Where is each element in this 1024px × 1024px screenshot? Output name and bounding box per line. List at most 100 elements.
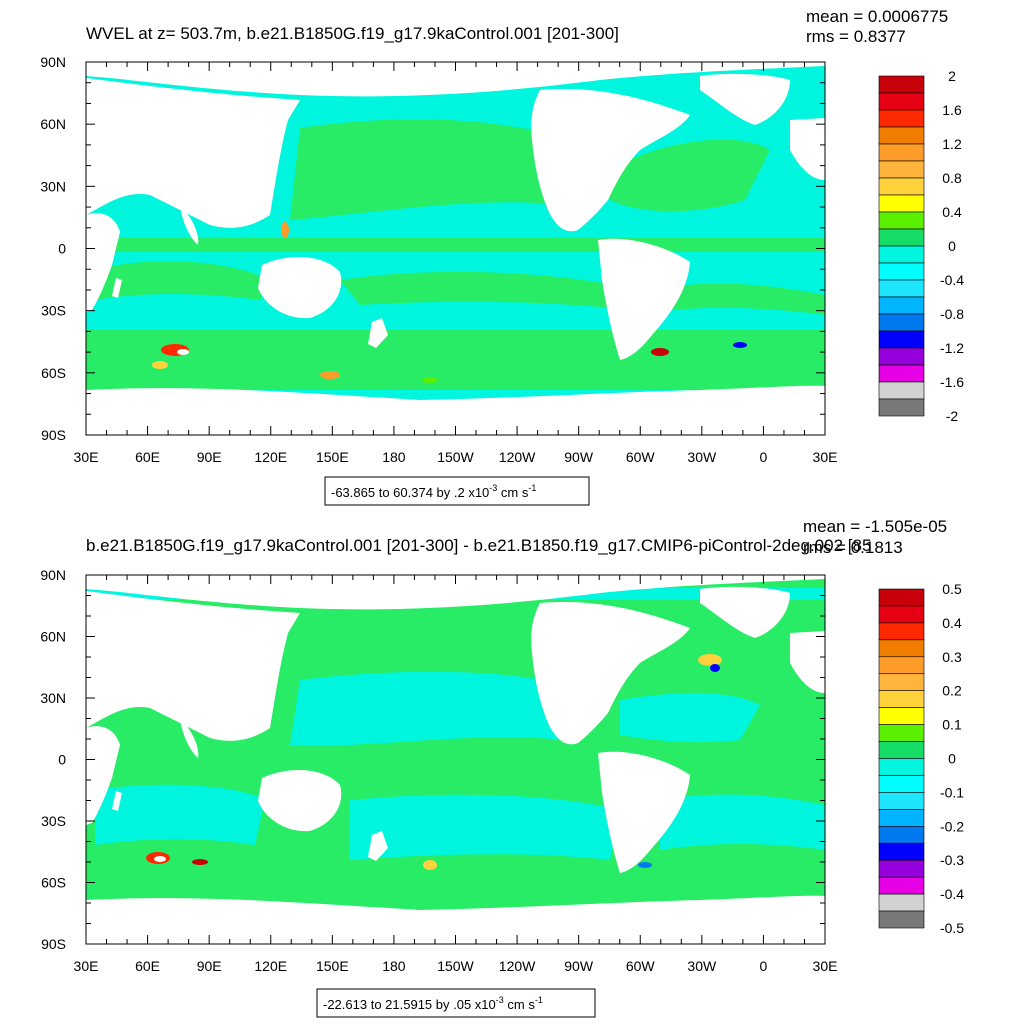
colorbar-swatch [878,143,925,162]
colorbar-label: 0 [948,751,956,767]
y-tick-label: 60S [41,365,66,381]
land-antarctica [86,895,825,944]
colorbar-label: -0.3 [940,852,964,868]
land-new-zealand [368,318,388,348]
colorbar-label: -0.4 [940,272,964,288]
map-plot-area [86,62,825,435]
colorbar-label: 2 [948,68,956,84]
hotspot [177,349,189,355]
colorbar-swatch [878,211,925,230]
panel-title: b.e21.B1850G.f19_g17.9kaControl.001 [201… [86,536,871,555]
x-tick-label: 30E [813,958,838,974]
range-box-frame [324,476,590,506]
colorbar-label: 0.5 [942,581,962,597]
south-pacific-band [350,794,620,860]
hotspot [651,348,669,356]
y-tick-label: 30S [41,813,66,829]
colorbar-swatch [878,809,925,827]
north-atlantic-band [620,693,760,743]
land-south-america [598,238,690,360]
y-tick-label: 90N [40,567,66,583]
land-india [180,718,199,758]
x-tick-labels: 30E 60E 90E 120E 150E 180 150W 120W 90W 60W 30W 0 30… [74,449,838,465]
land-antarctica [86,385,825,435]
x-tick-label: 0 [760,449,768,465]
colorbar-swatch [878,758,925,776]
mean-label: mean = -1.505e-05 [803,517,947,536]
x-tick-label: 150W [437,449,474,465]
range-text: -63.865 to 60.374 by .2 x10-3 cm s-1 [331,483,536,500]
land-madagascar [112,791,122,811]
hotspot [154,856,166,862]
range-box-frame [316,988,596,1018]
north-atlantic-band [610,139,770,212]
indian-ocean-band [95,261,270,300]
land-australia [258,256,342,319]
colorbar-swatch [878,588,925,607]
land-australia [258,769,342,832]
colorbar-swatch [878,707,925,725]
colorbar-swatch [878,381,925,400]
colorbar-label: 0.2 [942,683,962,699]
hotspot [638,862,652,868]
colorbar-swatch [878,622,925,641]
colorbar [878,588,925,929]
colorbar-swatch [878,910,925,929]
colorbar-swatch [878,109,925,128]
y-tick-label: 60N [40,116,66,132]
colorbar-swatch [878,177,925,196]
south-atlantic-band [650,283,825,315]
colorbar-swatch [878,262,925,281]
colorbar-label: 0 [948,238,956,254]
colorbar-label: 0.4 [942,615,962,631]
x-tick-label: 150E [316,958,349,974]
land-greenland [700,73,790,125]
colorbar-label: -2 [946,408,959,424]
colorbar-swatch [878,245,925,264]
land-asia [86,78,300,228]
colorbar-swatch [878,656,925,675]
colorbar-swatch [878,893,925,912]
x-tick-label: 120W [499,449,536,465]
x-tick-label: 30E [74,449,99,465]
colorbar-labels: 0.5 0.4 0.3 0.2 0.1 0 -0.1 -0.2 -0.3 -0.4 -0.5 [940,581,964,936]
y-tick-labels: 90N 60N 30N 0 30S 60S 90S [40,54,66,443]
colorbar-swatch [878,194,925,213]
land-europe [790,631,825,693]
colorbar-label: -0.2 [940,818,964,834]
colorbar-swatch [878,605,925,624]
colorbar-label: -0.8 [940,306,964,322]
hotspot [422,377,438,383]
colorbar-label: 0.3 [942,649,962,665]
y-tick-label: 90N [40,54,66,70]
hotspot [710,664,720,672]
colorbar-label: 1.6 [942,102,962,118]
green-bands [86,119,825,390]
hotspot [733,342,747,348]
range-box: -63.865 to 60.374 by .2 x10-3 cm s-1 [324,476,590,506]
colorbar-swatch [878,279,925,298]
x-tick-label: 30E [813,449,838,465]
range-text: -22.613 to 21.5915 by .05 x10-3 cm s-1 [323,995,543,1012]
land-asia [86,591,300,741]
x-tick-label: 60W [626,958,656,974]
x-tick-label: 150W [437,958,474,974]
colorbar-swatch [878,160,925,179]
y-tick-label: 0 [58,752,66,768]
x-tick-label: 30W [687,449,717,465]
x-ticks [85,575,826,944]
x-tick-label: 0 [760,958,768,974]
y-ticks [86,574,825,945]
land-europe [790,118,825,180]
y-tick-label: 30S [41,303,66,319]
hotspot [320,371,340,379]
colorbar-swatch [878,364,925,383]
colorbar-swatch [878,330,925,349]
southern-ocean-band [86,330,825,390]
hotspots [146,636,722,870]
x-tick-label: 120W [499,958,536,974]
y-tick-label: 30N [40,690,66,706]
map-plot-area [86,575,825,944]
north-pacific-band [290,119,600,220]
